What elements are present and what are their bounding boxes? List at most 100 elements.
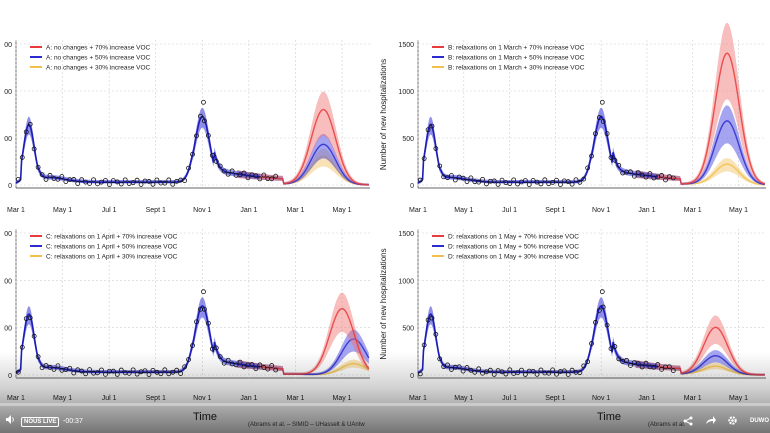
live-badge[interactable]: NOUS LIVE	[21, 417, 60, 427]
observed-point	[542, 177, 548, 183]
y-tick-label: 00	[4, 326, 12, 333]
y-tick-label: 1500	[398, 231, 414, 238]
share-icon[interactable]	[683, 416, 693, 428]
observed-point	[600, 118, 606, 124]
x-tick-label: May 1	[729, 207, 748, 214]
legend-label: A: no changes + 70% increase VOC	[46, 45, 151, 52]
observed-point	[612, 344, 618, 349]
y-tick-label: 00	[4, 136, 12, 143]
observed-point	[170, 181, 176, 187]
credit-text-right: (Abrams et al.	[648, 422, 686, 428]
x-tick-label: Jan 1	[638, 207, 655, 214]
x-tick-label: Mar 1	[409, 395, 427, 402]
y-tick-label: 1000	[398, 278, 414, 285]
observed-point	[79, 177, 85, 183]
y-tick-label: 00	[4, 231, 12, 238]
observed-point	[425, 127, 431, 133]
observed-point	[154, 177, 160, 183]
observed-point	[103, 178, 108, 183]
observed-point	[670, 175, 676, 181]
observed-point	[589, 341, 594, 346]
observed-point	[468, 175, 474, 181]
logo-text: DUWO	[750, 418, 769, 424]
observed-point	[253, 173, 259, 179]
legend-label: B: relaxations on 1 March + 70% increase…	[448, 45, 585, 52]
y-tick-label: 00	[4, 278, 12, 285]
observed-point	[429, 123, 435, 129]
observed-point	[245, 175, 251, 181]
volume-icon[interactable]	[5, 414, 16, 427]
observed-point	[190, 151, 195, 157]
x-tick-label: May 1	[53, 207, 72, 214]
y-axis-title: Number of new hospitalizations	[379, 248, 388, 359]
share-arrow-icon[interactable]	[705, 415, 716, 428]
observed-point	[75, 181, 81, 186]
time-display: -00:37	[63, 418, 83, 425]
observed-point	[71, 177, 77, 182]
observed-point	[538, 181, 544, 187]
x-tick-label: Mar 1	[7, 395, 25, 402]
observed-point	[134, 177, 140, 183]
legend: A: no changes + 70% increase VOC A: no ch…	[30, 45, 151, 72]
observed-point	[217, 163, 223, 169]
observed-point	[593, 320, 598, 325]
observed-point	[604, 322, 610, 328]
x-tick-label: Sept 1	[146, 207, 166, 214]
x-tick-label: Nov 1	[193, 395, 211, 402]
observed-point	[118, 181, 124, 187]
x-tick-label: May 1	[333, 207, 352, 214]
progress-bar[interactable]	[0, 403, 770, 406]
observed-point	[269, 176, 275, 182]
observed-point	[417, 177, 423, 183]
observed-point	[464, 179, 470, 184]
scenario-band	[237, 292, 369, 375]
x-tick-label: Mar 1	[287, 395, 305, 402]
x-tick-label: Mar 1	[684, 395, 702, 402]
observed-point	[635, 170, 641, 176]
observed-point	[63, 179, 69, 184]
observed-point	[166, 177, 172, 183]
observed-point	[194, 133, 199, 139]
settings-icon[interactable]	[727, 415, 738, 428]
observed-point	[213, 159, 219, 164]
x-tick-label: Jul 1	[502, 207, 517, 214]
x-tick-label: Jan 1	[240, 395, 257, 402]
observed-point	[484, 181, 489, 187]
observed-point	[425, 317, 431, 323]
observed-point	[491, 178, 497, 184]
y-tick-label: 00	[4, 42, 12, 49]
x-tick-label: Jul 1	[102, 395, 117, 402]
x-axis-title-left: Time	[193, 411, 218, 423]
y-axis-title: Number of new hospitalizations	[379, 59, 388, 170]
observed-point	[19, 155, 25, 160]
fit-band	[418, 297, 658, 375]
observed-point	[522, 178, 528, 184]
observed-point	[581, 176, 587, 182]
panel-d: 0 500 1000 1500 Mar 1 May 1 Jul 1 Sept 1 Nov 1 Ja…	[379, 229, 766, 402]
observed-point	[194, 319, 199, 325]
observed-point	[23, 129, 29, 135]
observed-point	[565, 179, 571, 185]
observed-point	[445, 175, 450, 181]
observed-point	[99, 179, 104, 185]
observed-point	[596, 308, 602, 313]
observed-point	[530, 178, 536, 183]
observed-point	[205, 133, 211, 138]
observed-point	[257, 176, 263, 182]
observed-point	[573, 177, 579, 183]
observed-point	[596, 115, 602, 120]
x-tick-label: Sept 1	[146, 395, 166, 402]
observed-point	[59, 174, 65, 179]
observed-point	[550, 180, 556, 185]
observed-point	[526, 182, 532, 187]
scenario-band	[635, 105, 765, 185]
observed-point	[608, 346, 614, 352]
legend: B: relaxations on 1 March + 70% increase…	[432, 45, 585, 72]
observed-point	[569, 181, 575, 187]
y-tick-label: 500	[402, 326, 414, 333]
y-tick-label: 500	[402, 136, 414, 143]
observed-point	[577, 179, 583, 185]
observed-point	[27, 315, 33, 321]
observed-point	[91, 177, 96, 183]
